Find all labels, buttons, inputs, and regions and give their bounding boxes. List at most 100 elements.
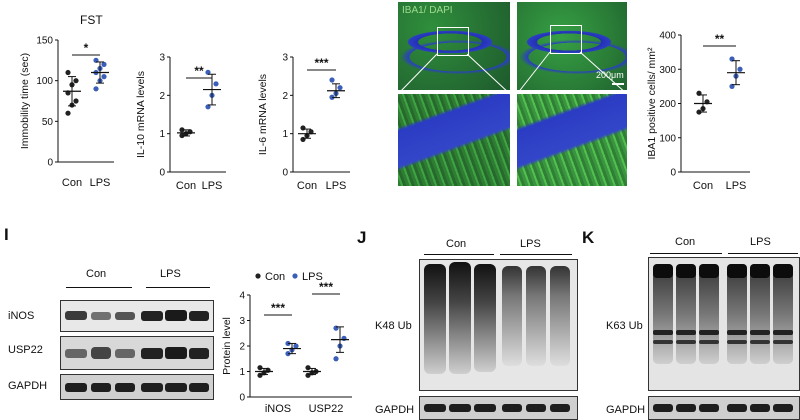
il6-ylabel: IL-6 mRNA levels <box>257 74 269 155</box>
k63-top-bands <box>653 264 793 278</box>
iba1-lps-point <box>737 66 743 72</box>
immobility-tick-label: 100 <box>36 76 53 87</box>
immobility-lps-point <box>101 74 107 80</box>
fst-title: FST <box>80 13 103 27</box>
panel-j-row-gapdh: GAPDH <box>375 404 415 416</box>
panel-j-group-line-lps <box>500 254 572 255</box>
panel-i-group-con: Con <box>86 268 107 280</box>
immobility-category-label: LPS <box>90 177 111 189</box>
il10-tick-label: 0 <box>159 168 165 179</box>
il10-tick-label: 1 <box>159 129 165 140</box>
panel-k-group-lps: LPS <box>750 236 771 248</box>
iba1-sig-stars: ** <box>715 32 725 46</box>
immobility-lps-point <box>101 61 107 67</box>
iba1-tick-label: 300 <box>659 65 676 76</box>
microscopy-lps-overview <box>517 2 627 90</box>
il6-category-label: LPS <box>326 180 347 192</box>
immobility-sig-stars: * <box>84 41 89 55</box>
immobility-ylabel: Immobility time (sec) <box>19 53 31 149</box>
il6-tick-label: 0 <box>282 168 288 179</box>
panel-k-row-k63: K63 Ub <box>606 320 643 332</box>
panel-i-gapdh-blot <box>60 374 214 400</box>
protein-legend-con-marker <box>255 273 261 279</box>
protein-category-label: USP22 <box>309 403 344 415</box>
il10-category-label: LPS <box>202 180 223 192</box>
k63-ub-blot <box>648 257 800 391</box>
protein-usp22-lps-point <box>333 356 339 362</box>
il6-tick-label: 3 <box>282 53 288 64</box>
protein-usp22-con-point <box>305 372 311 378</box>
il6-lps-point <box>329 77 335 83</box>
panel-i-row-usp22: USP22 <box>8 344 43 356</box>
panel-j-row-k48: K48 Ub <box>375 320 412 332</box>
il10-lps-point <box>205 104 211 110</box>
k63-lanes <box>653 264 793 364</box>
immobility-lps-point <box>93 86 99 92</box>
protein-inos-lps-point <box>293 343 299 349</box>
il6-sig-stars: *** <box>314 56 328 70</box>
protein-tick-label: 2 <box>239 342 245 353</box>
immobility-con-point <box>65 110 71 116</box>
panel-k-group-line-lps <box>728 253 798 254</box>
protein-inos-con-point <box>257 372 263 378</box>
il10-tick-label: 3 <box>159 53 165 64</box>
inset-box-con <box>437 27 469 56</box>
protein-tick-label: 3 <box>239 316 245 327</box>
protein-legend-lps-label: LPS <box>302 271 323 283</box>
scale-bar-label: 200μm <box>596 70 624 80</box>
protein-usp22-con-point <box>305 365 311 371</box>
il10-lps-point <box>213 81 219 87</box>
immobility-tick-label: 50 <box>42 117 54 128</box>
protein-tick-label: 4 <box>239 291 245 302</box>
il6-category-label: Con <box>297 180 317 192</box>
immobility-con-point <box>73 98 79 104</box>
iba1-category-label: Con <box>693 180 713 192</box>
protein-category-label: iNOS <box>265 403 291 415</box>
usp22-blot <box>60 336 214 370</box>
stain-label: IBA1/ DAPI <box>402 5 453 16</box>
il10-category-label: Con <box>176 180 196 192</box>
iba1-tick-label: 100 <box>659 133 676 144</box>
il6-tick-label: 1 <box>282 129 288 140</box>
panel-k-group-con: Con <box>675 236 696 248</box>
panel-i-group-line-lps <box>146 287 210 288</box>
panel-i-row-gapdh: GAPDH <box>8 380 48 392</box>
protein-legend-lps-marker <box>292 273 298 279</box>
panel-i-row-inos: iNOS <box>8 310 35 322</box>
protein-tick-label: 1 <box>239 367 245 378</box>
panel-j-group-line-con <box>424 254 494 255</box>
panel-j-gapdh-blot <box>419 396 578 420</box>
protein-inos-con-point <box>257 365 263 371</box>
il10-chart: 0 1 2 3 IL-10 mRNA levels Con LPS ** <box>135 53 226 192</box>
il10-sig-stars: ** <box>194 64 204 78</box>
protein-chart: 0 1 2 3 4 Protein level iNOS *** USP22 *** Con LPS <box>221 271 352 415</box>
il6-tick-label: 2 <box>282 91 288 102</box>
iba1-category-label: LPS <box>726 180 747 192</box>
k63-lower-bands <box>653 330 793 344</box>
panel-j-letter: J <box>357 228 367 247</box>
immobility-con-point <box>65 69 71 76</box>
il6-con-point <box>308 129 314 135</box>
immobility-con-point <box>73 78 79 84</box>
microscopy-con-zoom <box>398 94 510 186</box>
protein-sig-stars: *** <box>271 301 285 315</box>
protein-tick-label: 0 <box>239 393 245 404</box>
protein-sig-stars: *** <box>319 280 333 294</box>
il6-chart: 0 1 2 3 IL-6 mRNA levels Con LPS *** <box>257 53 350 192</box>
il6-lps-point <box>337 85 343 91</box>
panel-j-group-con: Con <box>446 238 467 250</box>
panel-k-letter: K <box>582 228 595 247</box>
il10-ylabel: IL-10 mRNA levels <box>135 71 147 158</box>
il10-tick-label: 2 <box>159 91 165 102</box>
microscopy-lps-zoom <box>517 94 627 186</box>
panel-k-gapdh-blot <box>648 396 800 420</box>
immobility-chart: 0 50 100 150 Immobility time (sec) Con LPS * <box>19 36 114 189</box>
panel-k-row-gapdh: GAPDH <box>606 404 646 416</box>
iba1-ylabel: IBA1 positive cells/ mm² <box>646 47 658 160</box>
protein-ylabel: Protein level <box>221 317 233 375</box>
protein-legend-con-label: Con <box>265 271 285 283</box>
immobility-category-label: Con <box>62 177 82 189</box>
